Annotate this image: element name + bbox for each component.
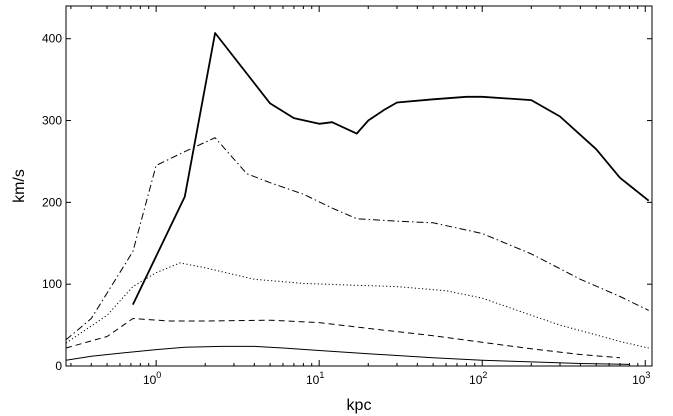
plot-frame	[65, 5, 653, 367]
x-tick-label: 102	[469, 370, 487, 387]
series-line-dotted	[65, 262, 649, 349]
y-tick-label: 300	[42, 114, 62, 128]
x-tick-label: 101	[306, 370, 324, 387]
x-axis-label: kpc	[347, 397, 372, 414]
tick-layer: 0 100 200 300 400 100 101 102 103	[42, 6, 652, 387]
series-layer	[65, 32, 650, 365]
y-tick-label: 200	[42, 195, 62, 209]
y-axis-label: km/s	[11, 169, 28, 203]
series-line-dash-dot	[65, 137, 649, 341]
x-tick-label: 103	[632, 370, 650, 387]
y-tick-label: 0	[55, 359, 62, 373]
y-tick-label: 100	[42, 277, 62, 291]
series-line-solid-thick	[132, 32, 650, 305]
series-line-solid-thin	[65, 345, 630, 365]
y-tick-label: 400	[42, 32, 62, 46]
x-tick-label: 100	[143, 370, 161, 387]
series-line-dashed	[65, 318, 621, 359]
